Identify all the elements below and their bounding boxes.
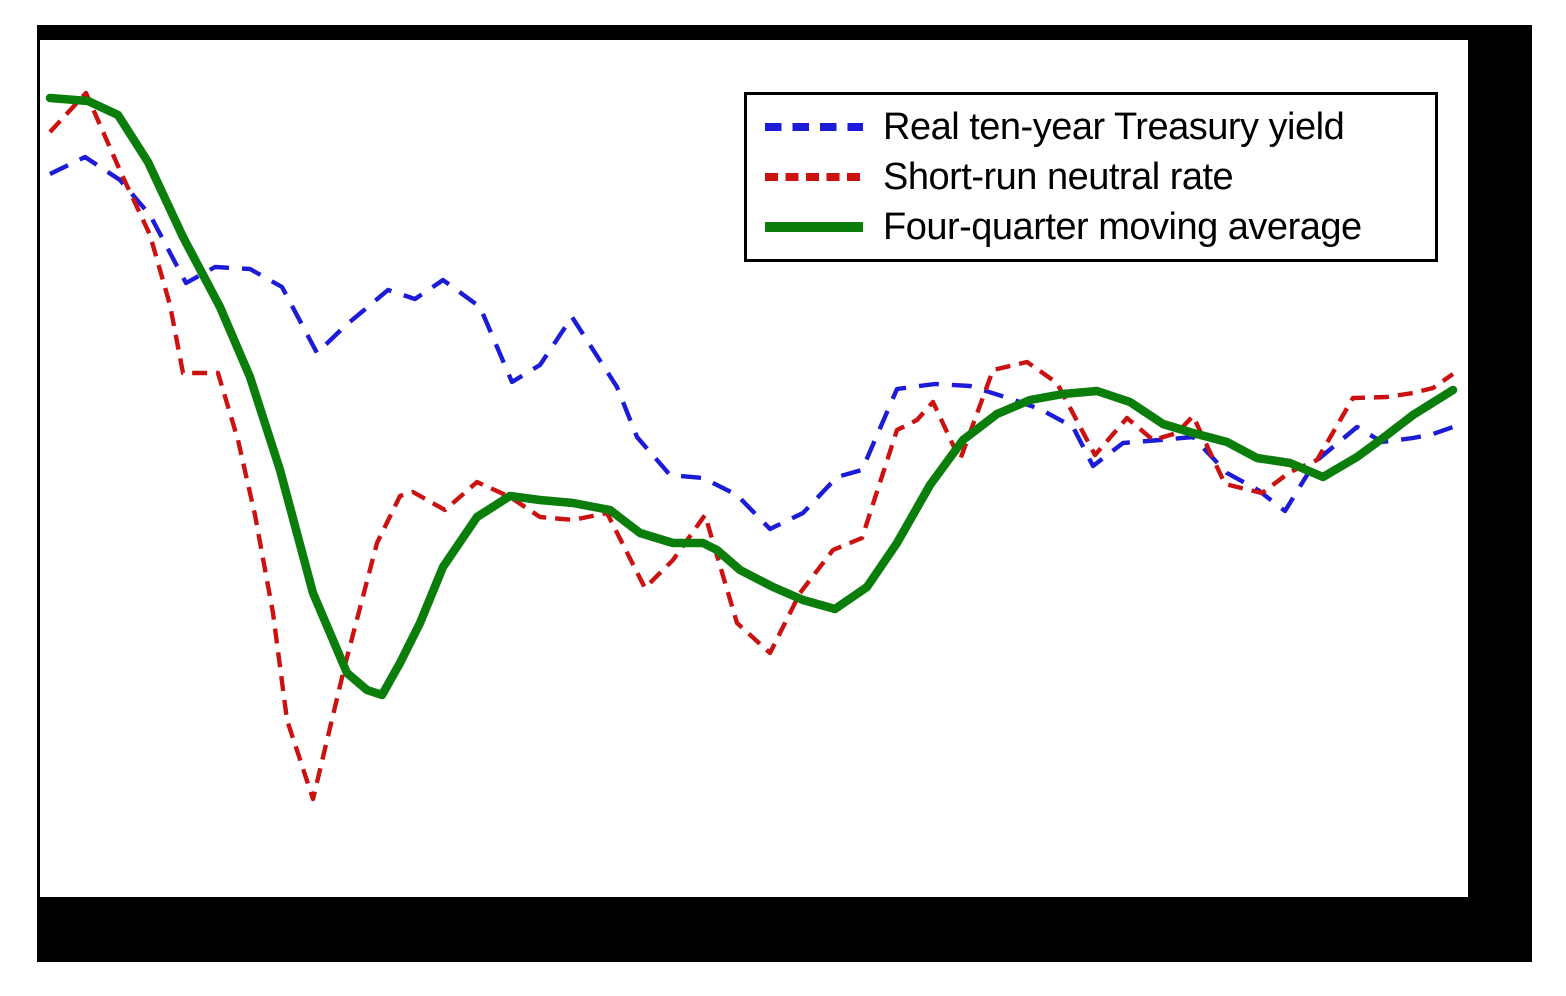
chart-svg — [45, 90, 1458, 802]
legend-label: Real ten-year Treasury yield — [883, 106, 1345, 148]
four-quarter-moving-average-line — [45, 93, 1458, 700]
figure-frame: Real ten-year Treasury yield Short-run n… — [37, 25, 1532, 962]
red-dashed-line-swatch — [765, 173, 863, 181]
legend-box: Real ten-year Treasury yield Short-run n… — [744, 92, 1438, 262]
green-solid-line-swatch — [765, 222, 863, 232]
legend-item-short-run-neutral-rate: Short-run neutral rate — [747, 152, 1435, 202]
short-run-neutral-rate-line — [48, 90, 1455, 802]
blue-dashed-line-swatch — [765, 123, 863, 131]
legend-item-real-ten-year-treasury-yield: Real ten-year Treasury yield — [747, 102, 1435, 152]
legend-label: Short-run neutral rate — [883, 156, 1234, 198]
legend-label: Four-quarter moving average — [883, 206, 1362, 248]
plot-area: Real ten-year Treasury yield Short-run n… — [40, 40, 1468, 897]
legend-item-four-quarter-moving-average: Four-quarter moving average — [747, 202, 1435, 252]
real-ten-year-treasury-yield-line — [49, 154, 1454, 532]
